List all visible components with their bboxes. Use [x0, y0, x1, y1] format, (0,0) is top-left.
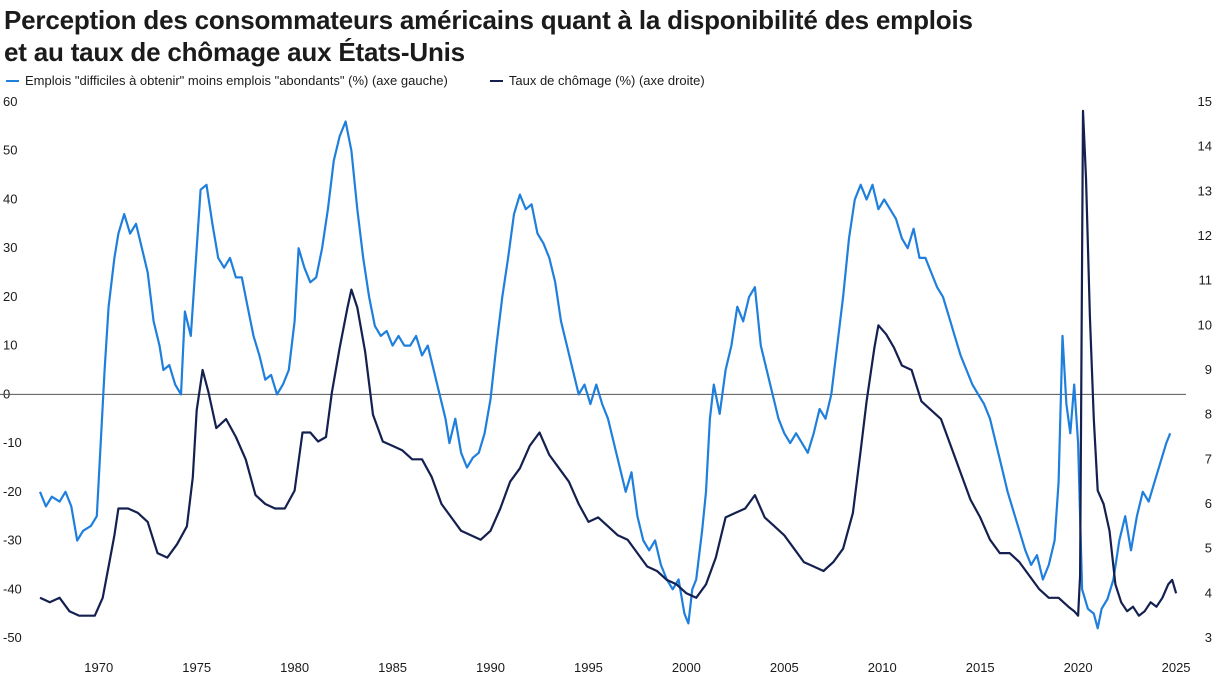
y-left-tick-label: 20 [3, 289, 17, 304]
legend: Emplois "difficiles à obtenir" moins emp… [6, 73, 705, 88]
y-left-tick-label: -20 [3, 484, 22, 499]
y-right-tick-label: 14 [1198, 139, 1212, 154]
y-right-tick-label: 9 [1205, 362, 1212, 377]
x-tick-label: 1980 [280, 660, 309, 675]
legend-label-job-perception: Emplois "difficiles à obtenir" moins emp… [25, 73, 448, 88]
y-right-tick-label: 13 [1198, 183, 1212, 198]
y-right-tick-label: 3 [1205, 630, 1212, 645]
y-right-tick-label: 8 [1205, 407, 1212, 422]
y-right-axis-ticks: 15 14 13 12 11 10 9 8 7 6 5 4 3 [1198, 94, 1212, 645]
x-axis-ticks: 1970 1975 1980 1985 1990 1995 2000 2005 2010 2015… [84, 660, 1190, 675]
legend-item-job-perception: Emplois "difficiles à obtenir" moins emp… [6, 73, 448, 88]
series-layer [38, 109, 1178, 630]
x-tick-label: 1975 [182, 660, 211, 675]
y-right-tick-label: 5 [1205, 541, 1212, 556]
y-right-tick-label: 11 [1199, 273, 1213, 288]
x-tick-label: 2005 [770, 660, 799, 675]
y-left-tick-label: -30 [3, 533, 22, 548]
chart-title-line-2: et au taux de chômage aux États-Unis [4, 37, 465, 67]
y-left-tick-label: 50 [3, 143, 17, 158]
y-left-tick-label: 40 [3, 191, 17, 206]
y-right-tick-label: 10 [1198, 317, 1212, 332]
series-line-unemployment [39, 109, 1178, 617]
y-right-tick-label: 4 [1205, 585, 1212, 600]
y-left-tick-label: 30 [3, 240, 17, 255]
y-right-tick-label: 12 [1198, 228, 1212, 243]
series-line-job-perception [38, 120, 1172, 630]
x-tick-label: 2015 [966, 660, 995, 675]
x-tick-label: 1970 [84, 660, 113, 675]
x-tick-label: 2025 [1162, 660, 1191, 675]
x-tick-label: 1985 [378, 660, 407, 675]
chart-title: Perception des consommateurs américains … [4, 4, 973, 68]
legend-label-unemployment: Taux de chômage (%) (axe droite) [508, 73, 705, 88]
y-left-tick-label: 60 [3, 94, 17, 109]
y-left-axis-ticks: 6050403020100-10-20-30-40-50 [3, 94, 22, 645]
x-tick-label: 1995 [574, 660, 603, 675]
chart-title-line-1: Perception des consommateurs américains … [4, 5, 973, 35]
x-tick-label: 1990 [476, 660, 505, 675]
x-tick-label: 2010 [868, 660, 897, 675]
x-tick-label: 2020 [1064, 660, 1093, 675]
y-left-tick-label: 10 [3, 338, 17, 353]
y-right-tick-label: 7 [1205, 451, 1212, 466]
legend-item-unemployment: Taux de chômage (%) (axe droite) [489, 73, 705, 88]
y-right-tick-label: 15 [1198, 94, 1212, 109]
legend-swatch-job-perception [6, 79, 19, 82]
legend-swatch-unemployment [489, 79, 503, 82]
x-tick-label: 2000 [672, 660, 701, 675]
y-right-tick-label: 6 [1205, 496, 1212, 511]
y-left-tick-label: -40 [3, 581, 22, 596]
y-left-tick-label: -50 [3, 630, 22, 645]
y-left-tick-label: -10 [3, 435, 22, 450]
